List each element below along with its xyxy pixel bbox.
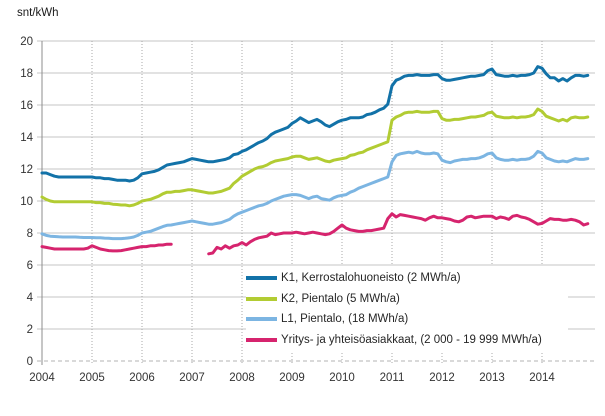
series-line-l1: [40, 149, 590, 241]
legend-label-yritys: Yritys- ja yhteisöasiakkaat, (2 000 - 19…: [281, 333, 542, 346]
x-tick-label: 2008: [229, 372, 255, 384]
x-tick-label: 2007: [179, 372, 205, 384]
legend-item-k1: K1, Kerrostalohuoneisto (2 MWh/a): [246, 269, 568, 287]
x-tick-label: 2010: [329, 372, 355, 384]
legend-item-k2: K2, Pientalo (5 MWh/a): [246, 290, 568, 308]
x-tick-label: 2005: [79, 372, 105, 384]
y-tick-label: 14: [20, 132, 33, 144]
x-tick-label: 2014: [529, 372, 555, 384]
x-tick-label: 2009: [279, 372, 305, 384]
x-tick-label: 2012: [429, 372, 455, 384]
y-tick-label: 20: [20, 36, 33, 48]
y-tick-label: 12: [20, 164, 33, 176]
legend: K1, Kerrostalohuoneisto (2 MWh/a) K2, Pi…: [246, 266, 568, 352]
series-line-k1: [40, 65, 590, 183]
legend-swatch-l1: [246, 317, 277, 322]
x-tick-label: 2006: [129, 372, 155, 384]
legend-label-k1: K1, Kerrostalohuoneisto (2 MWh/a): [281, 272, 461, 285]
y-tick-label: 6: [27, 260, 33, 272]
legend-item-yritys: Yritys- ja yhteisöasiakkaat, (2 000 - 19…: [246, 331, 568, 349]
series-line-k2: [40, 107, 590, 208]
legend-swatch-yritys: [246, 337, 277, 342]
x-tick-label: 2013: [479, 372, 505, 384]
y-tick-label: 16: [20, 100, 33, 112]
legend-label-l1: L1, Pientalo, (18 MWh/a): [281, 313, 409, 326]
y-tick-label: 2: [27, 324, 33, 336]
series-line-yritys: [40, 212, 590, 256]
y-tick-label: 8: [27, 228, 33, 240]
y-tick-label: 4: [27, 292, 34, 304]
y-tick-label: 10: [20, 196, 33, 208]
legend-swatch-k2: [246, 296, 277, 301]
legend-label-k2: K2, Pientalo (5 MWh/a): [281, 292, 400, 305]
y-tick-label: 18: [20, 68, 33, 80]
y-axis-unit-label: snt/kWh: [17, 7, 59, 19]
y-tick-label: 0: [27, 356, 33, 368]
legend-item-l1: L1, Pientalo, (18 MWh/a): [246, 310, 568, 328]
x-tick-label: 2004: [29, 372, 55, 384]
legend-swatch-k1: [246, 276, 277, 281]
x-tick-label: 2011: [380, 372, 405, 384]
